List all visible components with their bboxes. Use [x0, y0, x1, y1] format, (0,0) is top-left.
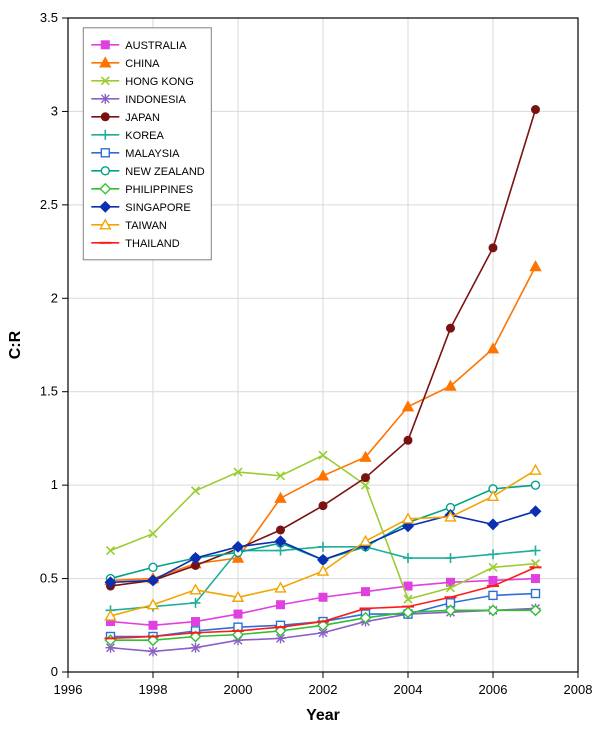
chart-svg: 1996 1998 2000 2002 2004 2006 2008 0 0.5 1 1.5 2 2.5…: [0, 0, 600, 742]
svg-text:2002: 2002: [309, 682, 338, 697]
svg-text:Year: Year: [306, 707, 340, 724]
svg-text:NEW ZEALAND: NEW ZEALAND: [125, 166, 205, 178]
svg-text:2000: 2000: [224, 682, 253, 697]
svg-text:1996: 1996: [54, 682, 83, 697]
svg-text:2: 2: [51, 290, 58, 305]
svg-text:CHINA: CHINA: [125, 58, 160, 70]
svg-text:THAILAND: THAILAND: [125, 238, 179, 250]
svg-text:KOREA: KOREA: [125, 130, 164, 142]
svg-text:0: 0: [51, 664, 58, 679]
svg-text:3: 3: [51, 103, 58, 118]
svg-text:0.5: 0.5: [40, 571, 58, 586]
svg-text:2004: 2004: [394, 682, 423, 697]
svg-text:PHILIPPINES: PHILIPPINES: [125, 184, 193, 196]
svg-text:2.5: 2.5: [40, 197, 58, 212]
svg-text:HONG KONG: HONG KONG: [125, 76, 193, 88]
svg-text:MALAYSIA: MALAYSIA: [125, 148, 180, 160]
svg-text:SINGAPORE: SINGAPORE: [125, 202, 190, 214]
svg-text:1: 1: [51, 477, 58, 492]
svg-text:JAPAN: JAPAN: [125, 112, 160, 124]
svg-text:1998: 1998: [139, 682, 168, 697]
svg-text:1.5: 1.5: [40, 384, 58, 399]
line-chart: 1996 1998 2000 2002 2004 2006 2008 0 0.5 1 1.5 2 2.5…: [0, 0, 600, 742]
svg-text:INDONESIA: INDONESIA: [125, 94, 186, 106]
svg-text:TAIWAN: TAIWAN: [125, 220, 167, 232]
svg-text:3.5: 3.5: [40, 10, 58, 25]
svg-text:2008: 2008: [564, 682, 593, 697]
svg-text:2006: 2006: [479, 682, 508, 697]
svg-text:AUSTRALIA: AUSTRALIA: [125, 40, 187, 52]
svg-text:C:R: C:R: [7, 330, 24, 359]
